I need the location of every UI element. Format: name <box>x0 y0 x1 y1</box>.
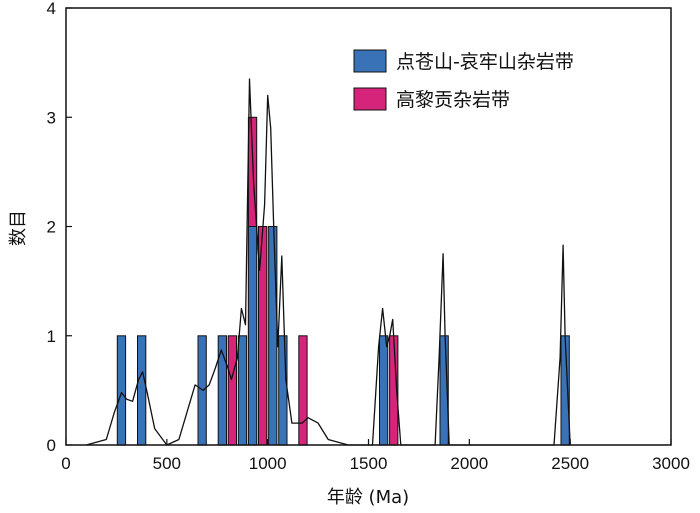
legend-swatch-series-1 <box>353 87 387 111</box>
x-tick-label-6: 3000 <box>652 454 690 473</box>
x-tick-label-0: 0 <box>61 454 70 473</box>
y-axis-title: 数目 <box>8 210 29 246</box>
legend: 点苍山-哀牢山杂岩带 高黎贡杂岩带 <box>353 49 574 111</box>
bar-series-0-bin-1 <box>137 335 147 446</box>
x-axis-title: 年龄 (Ma) <box>327 487 409 508</box>
x-tick-label-2: 1000 <box>249 454 287 473</box>
bar-series-0-bin-4 <box>237 335 248 446</box>
legend-swatch-series-0 <box>353 49 387 73</box>
bar-series-0-bin-8 <box>278 335 288 446</box>
bar-series-0-bin-9 <box>379 335 389 446</box>
x-tick-label-4: 2000 <box>450 454 488 473</box>
curve-layer <box>86 78 571 446</box>
legend-label-series-1: 高黎贡杂岩带 <box>396 89 510 111</box>
y-tick-label-1: 1 <box>47 327 56 346</box>
bar-series-0-bin-0 <box>116 335 127 446</box>
y-tick-label-3: 3 <box>47 108 56 127</box>
ticks-layer: 0 500 1000 1500 2000 2500 3000 0 1 2 3 4 <box>47 0 690 473</box>
probability-density-curve <box>86 78 571 446</box>
bar-series-0-bin-7 <box>268 226 278 446</box>
x-tick-label-1: 500 <box>153 454 181 473</box>
bar-series-0-bin-5 <box>247 226 258 446</box>
bar-series-1-bin-0 <box>227 335 237 446</box>
bar-series-1-bin-2 <box>258 226 268 446</box>
x-tick-label-3: 1500 <box>350 454 388 473</box>
y-tick-label-2: 2 <box>47 218 56 237</box>
bars-layer <box>116 116 570 446</box>
legend-label-series-0: 点苍山-哀牢山杂岩带 <box>396 51 574 73</box>
plot-frame <box>65 7 672 446</box>
x-tick-label-5: 2500 <box>551 454 589 473</box>
bar-series-1-bin-3 <box>298 335 308 446</box>
y-tick-label-0: 0 <box>47 436 56 455</box>
y-tick-label-4: 4 <box>47 0 56 18</box>
